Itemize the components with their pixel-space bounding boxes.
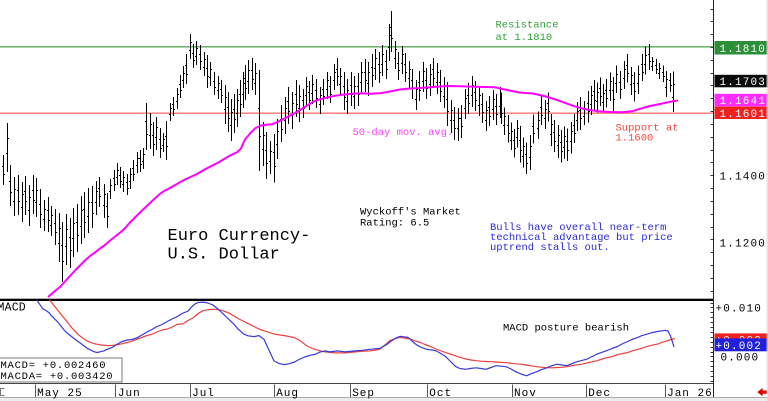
svg-text:U.S. Dollar: U.S. Dollar — [168, 246, 280, 265]
svg-text:Wyckoff's Market: Wyckoff's Market — [360, 207, 461, 219]
svg-text:0.000: 0.000 — [721, 353, 760, 365]
svg-text:Dec: Dec — [588, 388, 611, 400]
svg-text:Bulls have overall near-term: Bulls have overall near-term — [490, 222, 666, 234]
svg-text:MACDA= +0.003420: MACDA= +0.003420 — [1, 371, 114, 383]
svg-text:Resistance: Resistance — [496, 20, 559, 32]
svg-text:May 25: May 25 — [37, 388, 83, 400]
svg-text:at 1.1810: at 1.1810 — [496, 32, 553, 44]
svg-text:technical advantage but price: technical advantage but price — [490, 232, 673, 244]
svg-text:Aug: Aug — [276, 388, 299, 400]
svg-text:MACD posture bearish: MACD posture bearish — [503, 323, 629, 335]
svg-text:Nov: Nov — [514, 388, 537, 400]
svg-text:1.1641: 1.1641 — [720, 96, 767, 108]
svg-text:1.1703: 1.1703 — [720, 77, 767, 89]
svg-text:50-day mov. avg.: 50-day mov. avg. — [353, 127, 454, 139]
svg-text:Jul: Jul — [192, 388, 215, 400]
svg-text:MACD= +0.002460: MACD= +0.002460 — [1, 360, 107, 372]
svg-text:1.1200: 1.1200 — [720, 239, 767, 251]
svg-text:Support at: Support at — [616, 123, 679, 135]
svg-text:1.1810: 1.1810 — [720, 44, 767, 56]
svg-text:uptrend stalls out.: uptrend stalls out. — [490, 242, 610, 254]
svg-text:MACD: MACD — [0, 302, 26, 315]
svg-text:Rating: 6.5: Rating: 6.5 — [360, 217, 429, 229]
svg-text:Euro Currency-: Euro Currency- — [168, 227, 311, 246]
svg-text:+0.002: +0.002 — [716, 341, 763, 353]
svg-text:1.1400: 1.1400 — [720, 172, 767, 184]
svg-text:Oct: Oct — [429, 388, 452, 400]
svg-text:1.1600: 1.1600 — [616, 133, 654, 145]
svg-text:Jun: Jun — [118, 388, 141, 400]
svg-text:1.1601: 1.1601 — [720, 109, 767, 121]
svg-text:Sep: Sep — [352, 388, 375, 400]
svg-text:+0.010: +0.010 — [716, 304, 763, 316]
svg-text:Jan 26: Jan 26 — [667, 388, 713, 400]
